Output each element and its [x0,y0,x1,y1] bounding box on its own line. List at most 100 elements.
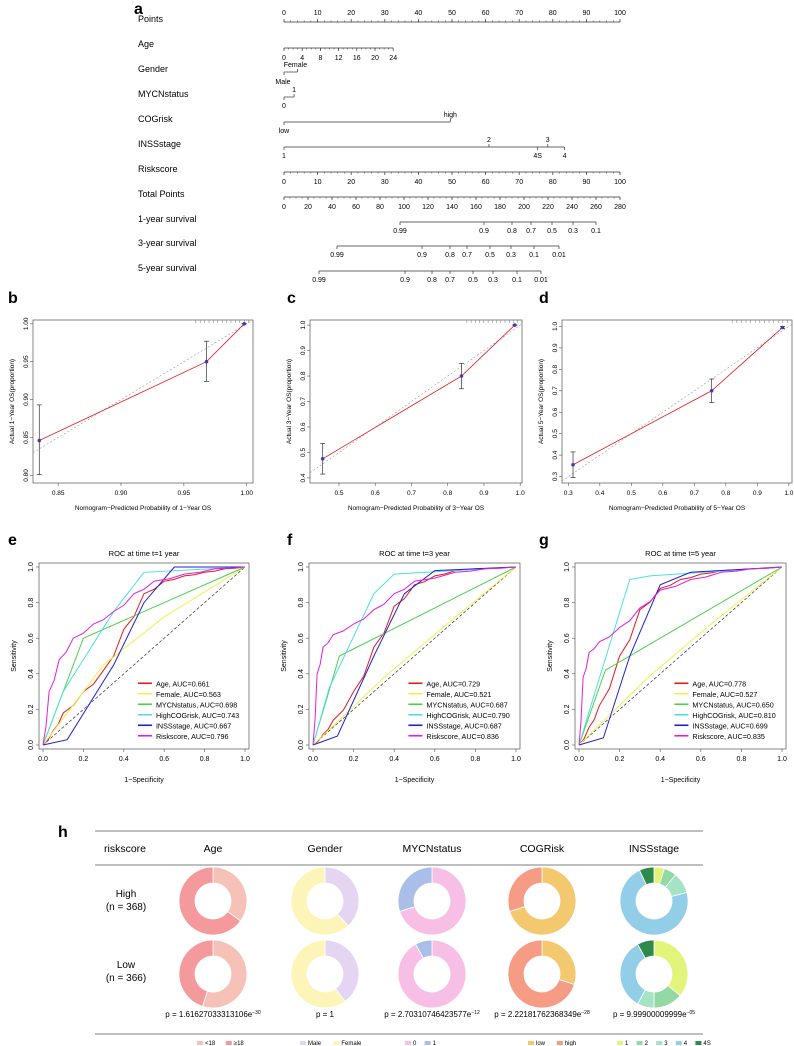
nomogram-row-label-inss: INSSstage [138,139,181,149]
legend-swatch [695,1041,702,1045]
calibration-plot-3-year: 0.5 0.6 0.7 0.8 0.9 1.0 0.4 0.5 0.6 0.7 0.8 0.9 1.0 N… [286,319,525,512]
data-point [512,323,517,327]
y-tick-label: 0.8 [552,364,559,373]
riskscore-tick-label: 40 [415,179,423,186]
x-tick-label: 0.7 [690,490,699,497]
x-tick-label: 1.0 [240,756,250,763]
y-tick-label: 0.6 [552,407,559,416]
y-tick-label: 0.9 [300,346,307,355]
total-points-tick-label: 220 [542,204,554,211]
x-tick-label: 0.85 [52,490,65,497]
x-tick-label: 0.8 [200,756,210,763]
y-tick-label: 0.8 [28,598,35,608]
legend-label: high [565,1041,576,1046]
legend-label: INSSstage, AUC=0.699 [692,721,767,730]
total-points-tick-label: 160 [470,204,482,211]
legend-label: Riskscore, AUC=0.836 [426,732,499,741]
points-tick-label: 10 [314,10,322,17]
roc-curve [578,566,783,746]
age-tick-label: 12 [335,55,343,62]
x-tick-label: 0.5 [627,490,636,497]
x-tick-label: 0.95 [178,490,191,497]
gender-female-label: Female [284,62,307,69]
x-tick-label: 1.0 [784,490,793,497]
legend-swatch [225,1041,232,1045]
p-value-text: p = 2.22181762368349e [494,1010,582,1019]
y-axis-label: Actual 5−Year OS(proportion) [538,359,545,444]
riskscore-tick-label: 10 [314,179,322,186]
legend-label: Female, AUC=0.521 [426,690,491,699]
p-value-text: p = 1 [316,1010,335,1019]
roc-curve [578,566,783,746]
nomogram-row-label-mycn: MYCNstatus [138,89,189,99]
nomogram-row-label-gender: Gender [138,64,168,74]
legend-label: Riskscore, AUC=0.796 [156,732,229,741]
survival-5-year-tick-label: 0.7 [445,277,455,284]
survival-5-year-tick-label: 0.1 [512,277,522,284]
x-axis-label: 1−Specificity [124,777,164,784]
age-tick-label: 0 [282,55,286,62]
roc-plot-3-year: ROC at time t=3 year 0.00.0 0.2 0.2 0.4 0.4 0.… [281,549,521,784]
total-points-tick-label: 180 [494,204,506,211]
p-value-exponent: −12 [471,1010,480,1016]
total-points-tick-label: 80 [376,204,384,211]
p-value: p = 1.61627033313106e−30 [165,1010,261,1019]
x-tick-label: 0.6 [696,756,706,763]
donut-segment [507,866,543,913]
total-points-tick-label: 240 [566,204,578,211]
plot-frame [561,319,793,484]
ideal-line [309,323,523,474]
total-points-tick-label: 100 [398,204,410,211]
inss-two-label: 2 [487,137,491,144]
survival-3-year-tick-label: 0.01 [552,252,566,259]
legend-label: Female, AUC=0.563 [156,690,221,699]
cog-low-label: low [279,128,290,135]
y-tick-label: 0.8 [564,598,571,608]
p-value: p = 2.22181762368349e−28 [494,1010,590,1019]
riskscore-tick-label: 80 [549,179,557,186]
survival-3-year-tick-label: 0.9 [417,252,427,259]
points-tick-label: 90 [583,10,591,17]
y-tick-label: 1.0 [564,562,571,572]
x-axis-label: Nomogram−Predicted Probability of 1−Year… [75,505,212,512]
points-tick-label: 0 [282,10,286,17]
legend-label: Male [308,1041,322,1046]
y-tick-label: 0.6 [564,633,571,643]
x-axis-label: 1−Specificity [661,777,701,784]
age-tick-label: 8 [318,55,322,62]
roc-curve [578,566,783,746]
x-tick-label: 0.8 [443,490,452,497]
survival-5-year-tick-label: 0.01 [534,277,548,284]
points-tick-label: 100 [614,10,626,17]
x-tick-label: 0.8 [737,756,747,763]
donut-segment [619,869,689,936]
legend-label: MYCNstatus, AUC=0.650 [692,700,773,709]
donut-segment [178,866,242,936]
p-value-text: p = 2.70310746423577e [384,1010,472,1019]
y-tick-label: 0.85 [23,431,30,444]
plot-frame [38,562,250,750]
p-value-exponent: −28 [581,1010,590,1016]
donut-segment [324,939,360,1003]
data-point [571,462,575,467]
x-tick-label: 1.0 [516,490,525,497]
y-tick-label: 0.2 [298,704,305,714]
nomogram: Points Age Gender MYCNstatus COGrisk INSSstag… [138,10,626,284]
panel-label-g: g [539,532,549,549]
y-tick-label: 0.4 [552,450,559,459]
total-points-tick-label: 20 [304,204,312,211]
legend-label: Age, AUC=0.661 [156,679,210,688]
plot-frame [308,562,521,750]
y-tick-label: 0.6 [298,633,305,643]
survival-3-year-tick-label: 0.8 [445,252,455,259]
y-tick-label: 0.7 [300,397,307,406]
roc-curve [42,566,246,746]
x-tick-label: 0.7 [407,490,416,497]
legend-swatch [405,1041,411,1045]
nomogram-row-label-risk: Riskscore [138,164,178,174]
y-tick-label: 1.0 [300,320,307,329]
survival-1-year-tick-label: 0.7 [526,228,536,235]
y-tick-label: 0.5 [300,448,307,457]
row-label: Low [117,960,136,971]
roc-curve [578,566,783,746]
